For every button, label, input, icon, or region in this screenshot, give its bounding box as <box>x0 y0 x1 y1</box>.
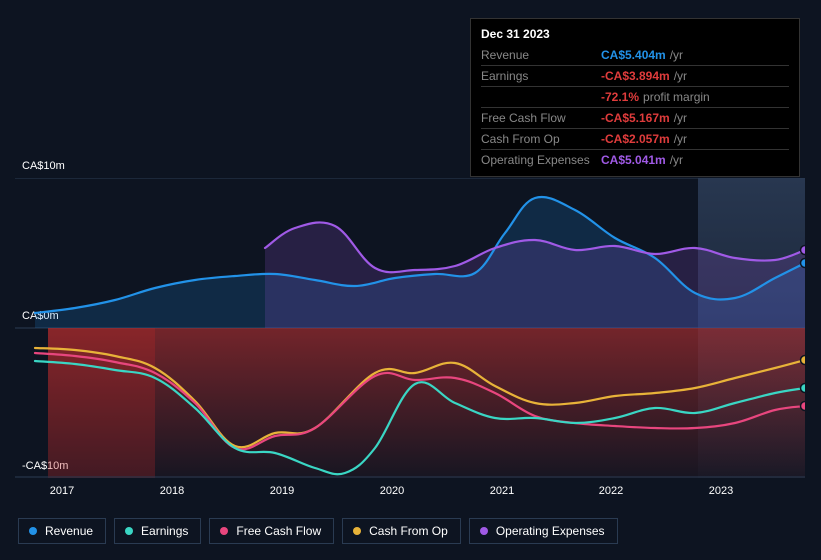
tooltip-row-value: -CA$2.057m/yr <box>601 129 789 150</box>
y-tick-top: CA$10m <box>22 160 65 172</box>
tooltip-row-label: Free Cash Flow <box>481 108 601 129</box>
x-tick: 2018 <box>160 485 184 497</box>
x-tick: 2017 <box>50 485 74 497</box>
tooltip-row-label: Revenue <box>481 45 601 66</box>
tooltip-row-label: Operating Expenses <box>481 150 601 171</box>
legend-dot <box>29 527 37 535</box>
legend-label: Revenue <box>45 524 93 538</box>
legend-dot <box>353 527 361 535</box>
legend-opex[interactable]: Operating Expenses <box>469 518 618 544</box>
x-tick: 2022 <box>599 485 623 497</box>
financials-chart[interactable] <box>15 178 805 478</box>
legend-label: Cash From Op <box>369 524 448 538</box>
tooltip-row-value: -CA$3.894m/yr <box>601 66 789 87</box>
chart-tooltip: Dec 31 2023 RevenueCA$5.404m/yrEarnings-… <box>470 18 800 177</box>
tooltip-row-value: CA$5.041m/yr <box>601 150 789 171</box>
legend-label: Earnings <box>141 524 188 538</box>
legend-revenue[interactable]: Revenue <box>18 518 106 544</box>
x-tick: 2023 <box>709 485 733 497</box>
tooltip-row-label: Earnings <box>481 66 601 87</box>
x-tick: 2019 <box>270 485 294 497</box>
legend-label: Operating Expenses <box>496 524 605 538</box>
x-tick: 2021 <box>490 485 514 497</box>
legend-dot <box>220 527 228 535</box>
legend-dot <box>125 527 133 535</box>
tooltip-row-value: CA$5.404m/yr <box>601 45 789 66</box>
legend-dot <box>480 527 488 535</box>
legend-label: Free Cash Flow <box>236 524 321 538</box>
x-tick: 2020 <box>380 485 404 497</box>
tooltip-table: RevenueCA$5.404m/yrEarnings-CA$3.894m/yr… <box>481 45 789 170</box>
tooltip-row-value: -CA$5.167m/yr <box>601 108 789 129</box>
legend: Revenue Earnings Free Cash Flow Cash Fro… <box>18 518 618 544</box>
tooltip-row-label: Cash From Op <box>481 129 601 150</box>
legend-earnings[interactable]: Earnings <box>114 518 201 544</box>
legend-fcf[interactable]: Free Cash Flow <box>209 518 334 544</box>
legend-cfo[interactable]: Cash From Op <box>342 518 461 544</box>
tooltip-date: Dec 31 2023 <box>481 25 789 43</box>
tooltip-row-value: -72.1%profit margin <box>601 87 789 108</box>
tooltip-row-label <box>481 87 601 108</box>
